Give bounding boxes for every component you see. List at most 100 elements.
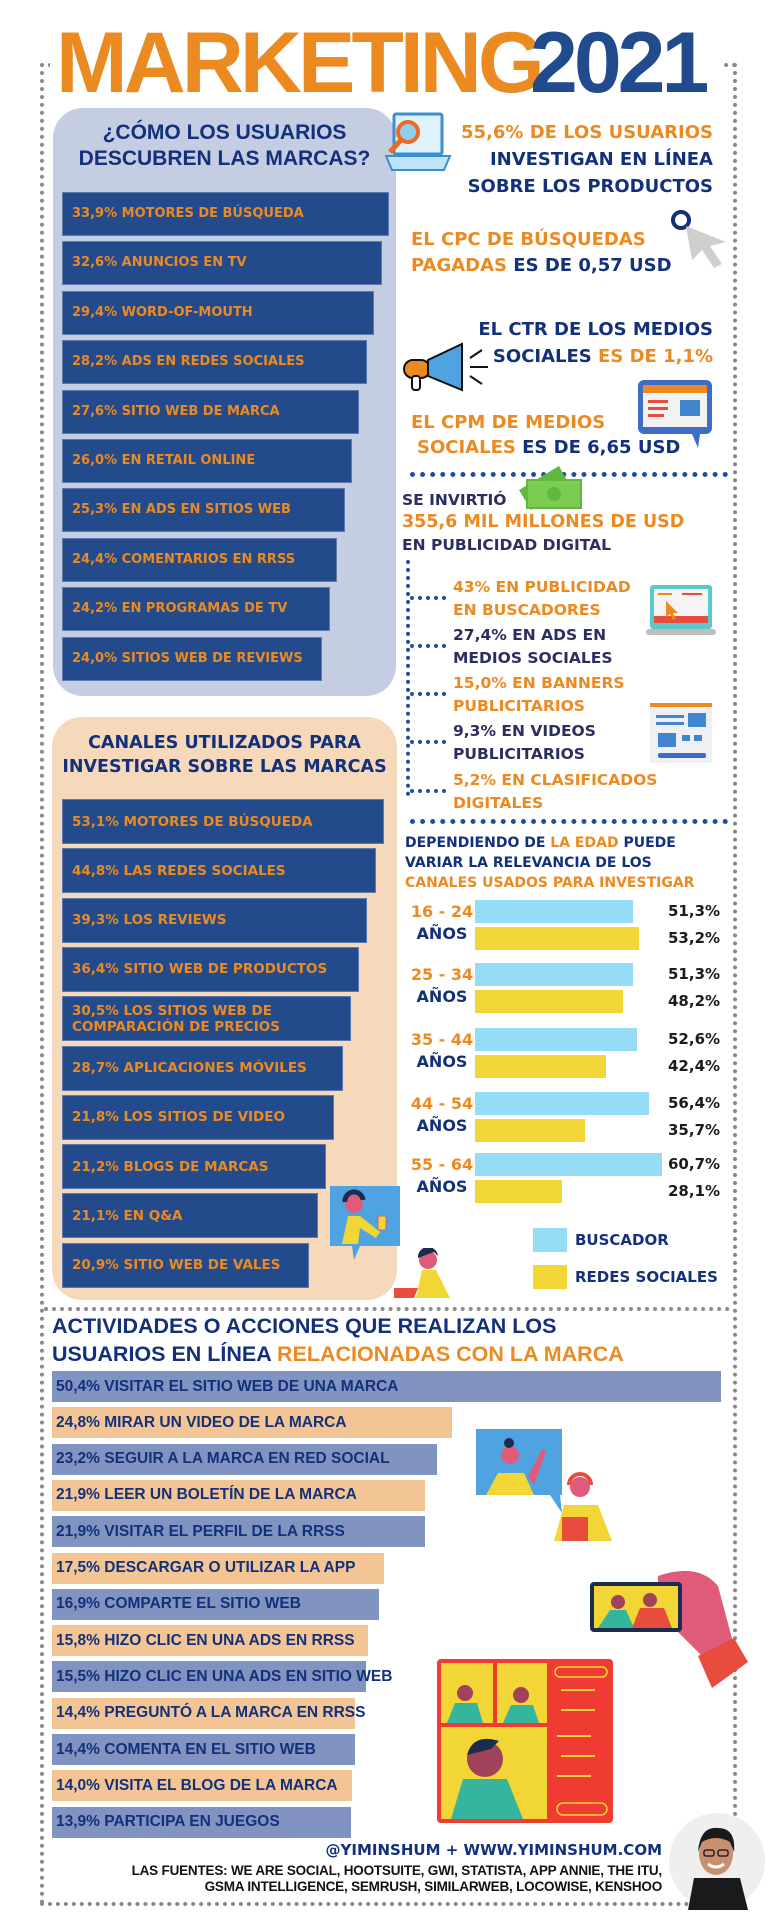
investment-item-line1: 15,0% EN BANNERS xyxy=(453,674,625,692)
discover-bar-text: EN ADS EN SITIOS WEB xyxy=(121,502,291,518)
activity-bar-pct: 14,4% xyxy=(56,1704,100,1722)
investment-outro: EN PUBLICIDAD DIGITAL xyxy=(402,536,611,554)
activity-bar-label: VISITAR EL SITIO WEB DE UNA MARCA xyxy=(104,1377,399,1395)
discover-bar: 26,0% EN RETAIL ONLINE xyxy=(62,439,352,483)
channel-bar-label: SITIO WEB DE VALES xyxy=(123,1257,281,1274)
discover-bar-text: SITIO WEB DE MARCA xyxy=(121,403,280,419)
legend-swatch-redes xyxy=(533,1265,567,1289)
investment-item-line2: MEDIOS SOCIALES xyxy=(453,649,613,667)
tree-branch xyxy=(410,740,446,744)
age-unit-label: AÑOS xyxy=(416,1177,468,1196)
activity-bar-label: COMENTA EN EL SITIO WEB xyxy=(104,1740,316,1758)
channel-bar-text: 44,8% LAS REDES SOCIALES xyxy=(72,863,286,879)
cpc-value: ES DE 0,57 USD xyxy=(513,255,672,276)
age-value-redes: 42,4% xyxy=(668,1057,721,1075)
laptop-woman-illustration xyxy=(394,1248,450,1298)
cpm-stat-line2: SOCIALES ES DE 6,65 USD xyxy=(417,434,680,461)
discover-bar-label: 24,4% xyxy=(72,551,118,567)
channel-bar-pct: 39,3% xyxy=(72,912,119,929)
age-intro-c: PUEDE xyxy=(618,835,676,851)
activity-bar: 13,9% PARTICIPA EN JUEGOS xyxy=(52,1806,351,1838)
section-divider xyxy=(410,472,728,477)
footer-handle-link[interactable]: @YIMINSHUM + WWW.YIMINSHUM.COM xyxy=(325,1841,662,1859)
age-unit-label: AÑOS xyxy=(416,1052,468,1071)
age-unit-label: AÑOS xyxy=(416,987,468,1006)
channel-bar-line1: 21,1% EN Q&A xyxy=(72,1208,182,1224)
activity-bar-pct: 15,8% xyxy=(56,1631,100,1649)
discover-bar-text: EN PROGRAMAS DE TV xyxy=(121,601,288,617)
cursor-icon xyxy=(671,210,726,268)
research-stat-line3: SOBRE LOS PRODUCTOS xyxy=(467,176,713,197)
activity-bar-label: HIZO CLIC EN UNA ADS EN SITIO WEB xyxy=(104,1667,393,1685)
age-value-redes: 35,7% xyxy=(668,1121,721,1139)
discover-bar-text: WORD-OF-MOUTH xyxy=(121,304,253,320)
channel-bar: 30,5% LOS SITIOS WEB DE COMPARACIÓN DE PR… xyxy=(62,996,351,1042)
tree-branch xyxy=(410,644,446,648)
investment-item-line2: EN BUSCADORES xyxy=(453,601,601,619)
investment-amount: 355,6 MIL MILLONES DE USD xyxy=(402,512,685,532)
ctr-stat-line2: SOCIALES ES DE 1,1% xyxy=(493,343,713,370)
activity-bar: 14,0% VISITA EL BLOG DE LA MARCA xyxy=(52,1770,352,1802)
age-bar-buscador xyxy=(475,963,633,986)
activity-bar-label: VISITA EL BLOG DE LA MARCA xyxy=(104,1776,338,1794)
activity-bar-label: SEGUIR A LA MARCA EN RED SOCIAL xyxy=(104,1450,390,1468)
channel-bar: 39,3% LOS REVIEWS xyxy=(62,897,368,943)
money-icon xyxy=(519,466,582,510)
activity-bar-label: VISITAR EL PERFIL DE LA RRSS xyxy=(104,1522,345,1540)
age-intro-highlight: LA EDAD xyxy=(550,835,619,851)
megaphone-icon xyxy=(403,342,488,392)
channel-bar-text: 39,3% LOS REVIEWS xyxy=(72,912,227,928)
activity-bar: 17,5% DESCARGAR O UTILIZAR LA APP xyxy=(52,1552,385,1584)
discover-bar: 24,2% EN PROGRAMAS DE TV xyxy=(62,587,330,632)
age-range-label: 35 - 44 xyxy=(410,1030,474,1049)
age-bar-buscador xyxy=(475,1153,662,1176)
investment-item-line1: 43% EN PUBLICIDAD xyxy=(453,578,631,596)
age-value-buscador: 51,3% xyxy=(668,965,721,983)
discover-bar: 29,4% WORD-OF-MOUTH xyxy=(62,290,375,335)
channel-bar: 44,8% LAS REDES SOCIALES xyxy=(62,848,376,894)
cpm-value: ES DE 6,65 USD xyxy=(522,437,681,458)
discover-bar-label: 33,9% xyxy=(72,206,118,221)
activity-bar: 23,2% SEGUIR A LA MARCA EN RED SOCIAL xyxy=(52,1443,438,1475)
discover-bar: 32,6% ANUNCIOS EN TV xyxy=(62,241,382,286)
channel-bar-text: 36,4% SITIO WEB DE PRODUCTOS xyxy=(72,961,327,977)
activity-bar-label: PREGUNTÓ A LA MARCA EN RRSS xyxy=(104,1704,366,1722)
activity-bar-pct: 14,0% xyxy=(56,1776,100,1794)
age-bar-buscador xyxy=(475,1028,637,1051)
channels-title-line2: INVESTIGAR SOBRE LAS MARCAS xyxy=(62,757,387,777)
ctr-value: ES DE 1,1% xyxy=(598,346,713,367)
activity-bar: 15,5% HIZO CLIC EN UNA ADS EN SITIO WEB xyxy=(52,1661,392,1693)
age-unit-label: AÑOS xyxy=(416,924,468,943)
channel-bar: 36,4% SITIO WEB DE PRODUCTOS xyxy=(62,946,360,992)
channel-bar-pct: 20,9% xyxy=(72,1257,119,1274)
age-bar-redes xyxy=(475,1119,585,1142)
legend-label-buscador: BUSCADOR xyxy=(575,1231,669,1249)
discover-title-line2: DESCUBREN LAS MARCAS? xyxy=(78,147,371,170)
channel-bar-label: LOS SITIOS WEB DE xyxy=(123,1002,272,1019)
section-divider-3 xyxy=(44,1307,730,1311)
activities-header-orange: RELACIONADAS CON LA MARCA xyxy=(276,1342,624,1366)
channel-bar-line1: 39,3% LOS REVIEWS xyxy=(72,912,227,928)
discover-bar: 27,6% SITIO WEB DE MARCA xyxy=(62,389,360,434)
channel-bar-label: SITIO WEB DE PRODUCTOS xyxy=(123,961,328,978)
webpage-icon xyxy=(650,703,712,763)
age-intro-line2: VARIAR LA RELEVANCIA DE LOS xyxy=(405,855,652,871)
discover-bar-text: EN RETAIL ONLINE xyxy=(121,453,256,468)
age-intro-line3: CANALES USADOS PARA INVESTIGAR xyxy=(405,875,695,891)
tree-branch xyxy=(410,596,446,600)
research-stat-line2: INVESTIGAN EN LÍNEA xyxy=(489,149,713,170)
channel-bar-label: EN Q&A xyxy=(123,1207,183,1224)
activity-bar: 16,9% COMPARTE EL SITIO WEB xyxy=(52,1588,379,1620)
video-conference-illustration xyxy=(437,1659,613,1823)
browser-chat-icon xyxy=(638,380,712,448)
investment-item-line1: 5,2% EN CLASIFICADOS xyxy=(453,771,658,789)
title-background xyxy=(50,24,724,104)
channel-bar-text: 30,5% LOS SITIOS WEB DE COMPARACIÓN DE PR… xyxy=(72,1003,280,1035)
age-range-label: 44 - 54 xyxy=(410,1094,474,1113)
cpc-highlight: PAGADAS xyxy=(411,255,508,276)
phone-hand-illustration xyxy=(590,1570,748,1688)
channel-bar-text: 28,7% APLICACIONES MÓVILES xyxy=(72,1060,307,1076)
channel-bar: 21,1% EN Q&A xyxy=(62,1193,318,1239)
age-bar-buscador xyxy=(475,1092,649,1115)
tree-branch xyxy=(410,789,446,793)
